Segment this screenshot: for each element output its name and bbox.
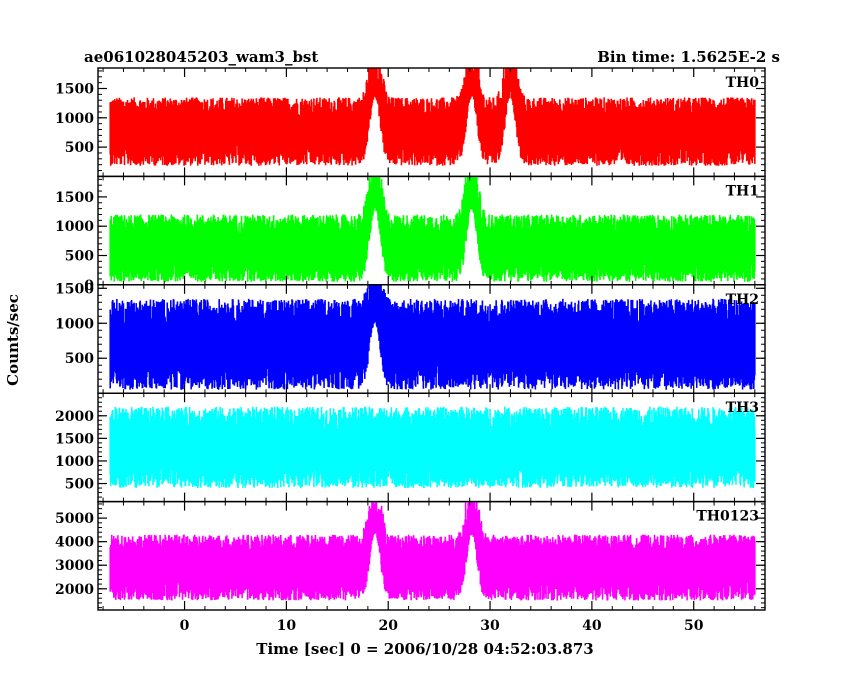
series-trace-th1: [109, 176, 756, 282]
y-tick-label: 1500: [55, 281, 94, 297]
panel-th0123: 2000 3000 4000 5000 TH0123: [55, 500, 766, 611]
y-tick-label: 5000: [55, 511, 94, 527]
y-tick-label: 2000: [55, 582, 94, 598]
chart-title-left: ae061028045203_wam3_bst: [84, 48, 318, 66]
y-tick-label: 500: [65, 140, 94, 156]
y-tick-label: 1000: [55, 111, 94, 127]
series-label-th0123: TH0123: [696, 509, 759, 525]
y-tick-label: 500: [65, 351, 94, 367]
y-tick-label: 0: [84, 278, 94, 294]
y-tick-label: 4000: [55, 535, 94, 551]
x-tick-label: 40: [582, 618, 602, 634]
chart-title-right: Bin time: 1.5625E-2 s: [597, 48, 780, 66]
y-tick-label: 1000: [55, 454, 94, 470]
y-tick-label: 1000: [55, 316, 94, 332]
series-trace-th0: [109, 68, 756, 166]
y-tick-label: 1000: [55, 219, 94, 235]
y-axis-label: Counts/sec: [4, 294, 22, 386]
y-tick-label: 2000: [55, 409, 94, 425]
panel-th2: 500 1000 1500 TH2: [55, 281, 766, 394]
series-trace-th2: [109, 284, 756, 390]
series-trace-th0123: [109, 501, 756, 601]
y-tick-label: 500: [65, 477, 94, 493]
x-tick-label: 50: [684, 618, 704, 634]
x-axis-label: Time [sec] 0 = 2006/10/28 04:52:03.873: [256, 640, 593, 658]
panel-th0: 500 1000 1500 TH0: [55, 67, 766, 178]
x-tick-label: 10: [277, 618, 297, 634]
x-tick-label: 30: [480, 618, 500, 634]
series-label-th2: TH2: [726, 292, 759, 308]
x-tick-label: 0: [180, 618, 190, 634]
y-tick-label: 1500: [55, 431, 94, 447]
panel-th1: 0 500 1000 1500 TH1: [55, 175, 766, 294]
series-label-th0: TH0: [726, 75, 760, 91]
series-label-th3: TH3: [726, 400, 759, 416]
y-tick-label: 1500: [55, 82, 94, 98]
y-tick-label: 1500: [55, 190, 94, 206]
x-tick-label: 20: [378, 618, 398, 634]
series-label-th1: TH1: [726, 183, 759, 199]
panel-th3: 500 1000 1500 2000 TH3: [55, 392, 766, 503]
series-trace-th3: [109, 406, 756, 488]
y-tick-label: 500: [65, 249, 94, 265]
y-tick-label: 3000: [55, 558, 94, 574]
